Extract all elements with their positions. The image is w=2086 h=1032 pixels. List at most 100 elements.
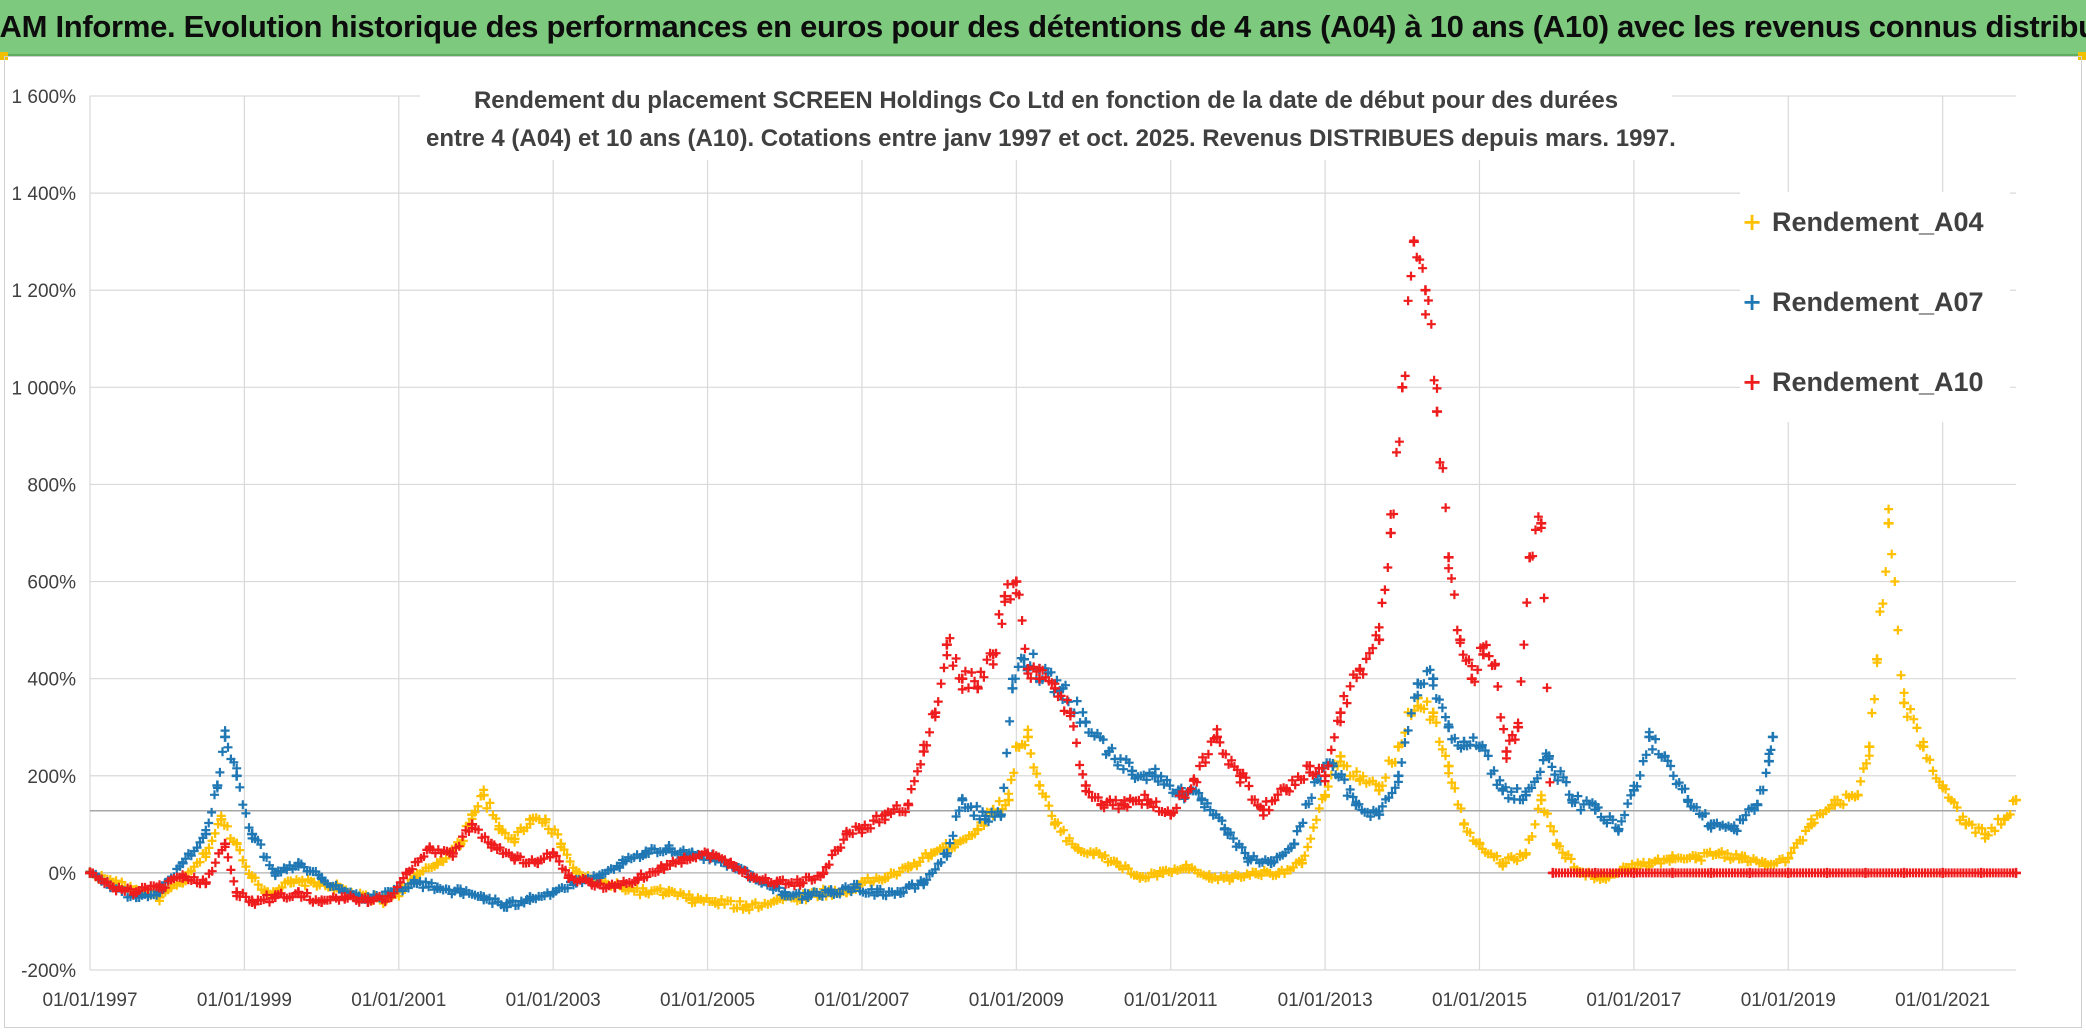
data-point [1520,848,1531,859]
data-point [1242,853,1253,864]
data-point [1350,799,1361,810]
data-point [1543,751,1554,762]
y-tick-label: 400% [27,670,76,691]
data-point [1142,795,1153,806]
data-point [941,848,952,859]
data-point [216,814,227,825]
data-point [918,746,929,757]
data-point [663,843,674,854]
data-point [795,877,806,888]
data-point [1690,853,1701,864]
data-point [1096,799,1107,810]
data-point [1729,824,1740,835]
data-point [972,683,983,694]
data-point [1659,751,1670,762]
y-tick-label: 1 200% [12,281,77,302]
legend-label-a04: Rendement_A04 [1772,206,1984,237]
data-point [988,649,999,660]
page-banner: ADAM Informe. Evolution historique des p… [0,0,2086,56]
data-point [1667,867,1678,878]
data-point [548,848,559,859]
data-point [1212,731,1223,742]
data-point [1918,741,1929,752]
data-point [467,819,478,830]
data-point [802,892,813,903]
data-point [1536,795,1547,806]
data-point [478,790,489,801]
data-point [1937,780,1948,791]
legend-label-a10: Rendement_A10 [1772,366,1984,397]
data-point [1428,707,1439,718]
data-point [308,877,319,888]
data-point [1235,770,1246,781]
y-tick-label: 0% [49,864,77,885]
data-point [1852,790,1863,801]
data-point [941,639,952,650]
data-point [231,770,242,781]
data-point [467,809,478,820]
data-point [772,877,783,888]
data-point [432,882,443,893]
legend-marker-a04-icon: + [1741,208,1763,236]
data-point [1073,843,1084,854]
data-point [177,858,188,869]
data-point [1412,678,1423,689]
data-point [687,894,698,905]
data-point [177,872,188,883]
data-point [1204,872,1215,883]
x-tick-label: 01/01/2021 [1895,990,1990,1011]
data-point [1080,780,1091,791]
data-point [1829,799,1840,810]
data-point [525,814,536,825]
data-point [1281,785,1292,796]
legend-item-a07: + Rendement_A07 [1740,282,1984,322]
x-tick-label: 01/01/1997 [42,990,137,1011]
data-point [247,872,258,883]
data-point [1088,848,1099,859]
data-point [779,887,790,898]
series-rendement-a07 [85,649,1778,912]
x-tick-label: 01/01/2017 [1586,990,1681,1011]
data-point [1937,867,1948,878]
data-point [1478,649,1489,660]
data-point [509,853,520,864]
x-tick-label: 01/01/2019 [1741,990,1836,1011]
data-point [1466,673,1477,684]
data-point [903,863,914,874]
y-tick-label: 1 400% [12,184,77,205]
data-point [1960,819,1971,830]
data-point [1022,731,1033,742]
legend-marker-a07-icon: + [1741,288,1763,316]
data-point [1455,634,1466,645]
data-point [772,894,783,905]
series-rendement-a04 [85,504,2021,915]
data-point [880,809,891,820]
data-point [1489,659,1500,670]
data-point [1474,838,1485,849]
data-point [231,838,242,849]
data-point [2011,795,2021,806]
data-point [880,872,891,883]
x-tick-label: 01/01/2005 [660,990,755,1011]
data-point [486,838,497,849]
x-tick-label: 01/01/2003 [506,990,601,1011]
data-point [1397,382,1408,393]
chart-legend: + Rendement_A04 + Rendement_A07 + Rendem… [1740,192,2010,422]
data-point [972,824,983,835]
data-point [856,877,867,888]
data-point [1621,863,1632,874]
data-point [563,872,574,883]
data-point [1119,799,1130,810]
data-point [1049,683,1060,694]
data-point [640,848,651,859]
data-point [1459,819,1470,830]
axis-tick-labels: -200% 0% 200% 400% 600% 800% 1 000% 1 200% 1 400… [12,87,1991,1011]
data-point [903,799,914,810]
data-point [1443,722,1454,733]
data-point [108,882,119,893]
data-point [980,814,991,825]
data-point [1289,838,1300,849]
series-rendement-a10 [85,236,2021,909]
data-point [849,882,860,893]
data-point [1034,780,1045,791]
